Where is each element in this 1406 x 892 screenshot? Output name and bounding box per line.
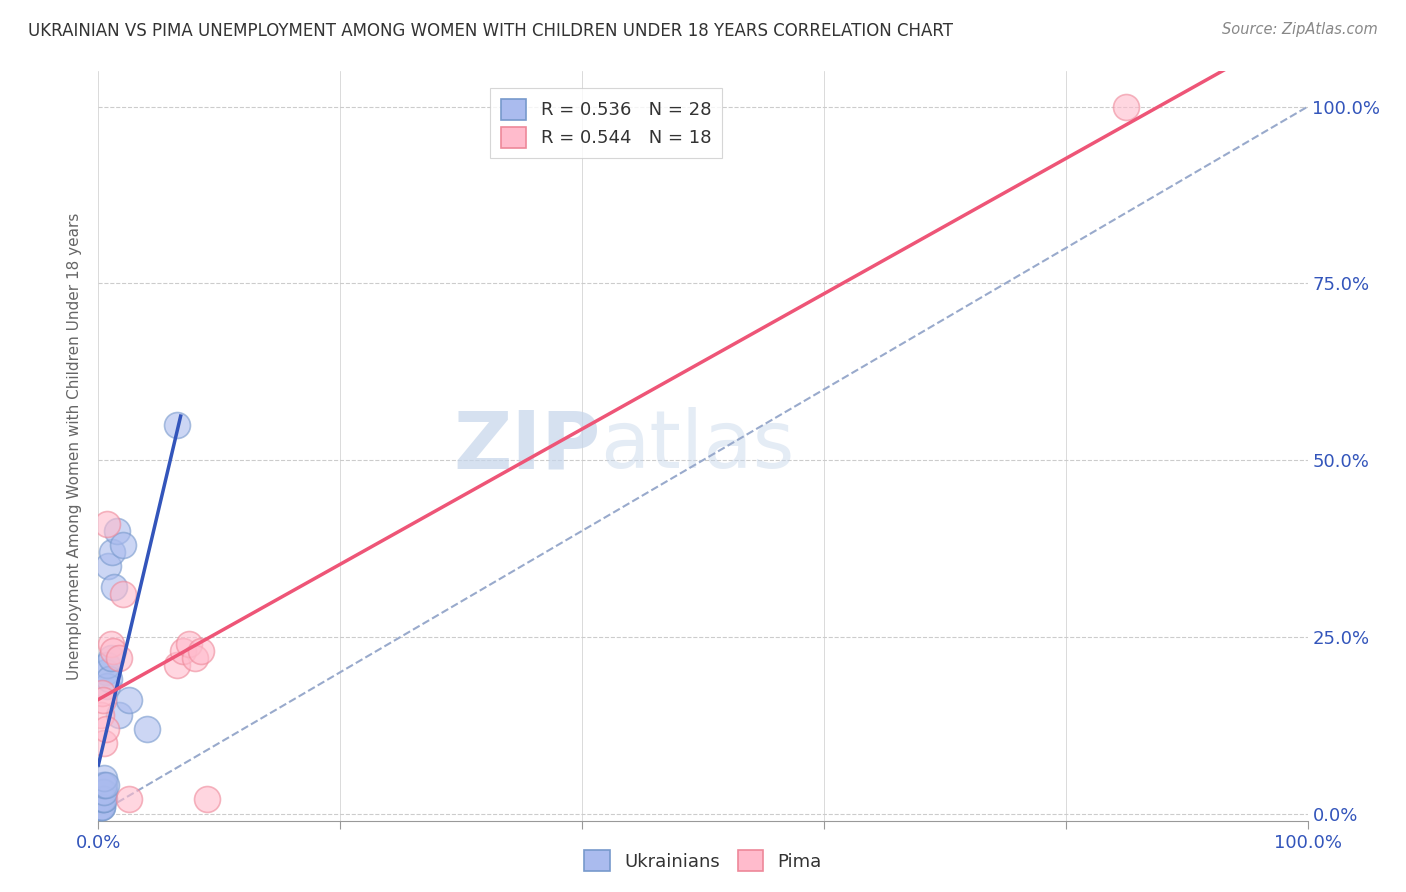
Point xyxy=(91,785,114,799)
Point xyxy=(91,693,114,707)
Point xyxy=(90,792,112,806)
Point xyxy=(94,665,117,680)
Point xyxy=(111,538,134,552)
Point xyxy=(96,658,118,673)
Point xyxy=(184,651,207,665)
Point xyxy=(91,799,114,814)
Text: ZIP: ZIP xyxy=(453,407,600,485)
Point xyxy=(93,778,115,792)
Point xyxy=(94,722,117,736)
Point xyxy=(97,559,120,574)
Point xyxy=(89,799,111,814)
Point xyxy=(96,679,118,693)
Legend: R = 0.536   N = 28, R = 0.544   N = 18: R = 0.536 N = 28, R = 0.544 N = 18 xyxy=(491,88,723,159)
Point xyxy=(190,644,212,658)
Legend: Ukrainians, Pima: Ukrainians, Pima xyxy=(576,843,830,879)
Point xyxy=(91,799,114,814)
Point xyxy=(135,722,157,736)
Text: atlas: atlas xyxy=(600,407,794,485)
Point xyxy=(105,524,128,538)
Point xyxy=(108,707,131,722)
Point xyxy=(118,792,141,806)
Point xyxy=(96,516,118,531)
Point xyxy=(93,792,115,806)
Point xyxy=(103,580,125,594)
Point xyxy=(91,792,114,806)
Point xyxy=(90,707,112,722)
Point xyxy=(91,792,114,806)
Point xyxy=(91,778,114,792)
Text: UKRAINIAN VS PIMA UNEMPLOYMENT AMONG WOMEN WITH CHILDREN UNDER 18 YEARS CORRELAT: UKRAINIAN VS PIMA UNEMPLOYMENT AMONG WOM… xyxy=(28,22,953,40)
Point xyxy=(195,792,218,806)
Point xyxy=(118,693,141,707)
Point xyxy=(94,778,117,792)
Point xyxy=(101,644,124,658)
Point xyxy=(98,673,121,687)
Point xyxy=(91,686,114,700)
Point xyxy=(93,771,115,785)
Point xyxy=(166,417,188,432)
Point xyxy=(100,545,122,559)
Point xyxy=(100,637,122,651)
Y-axis label: Unemployment Among Women with Children Under 18 years: Unemployment Among Women with Children U… xyxy=(67,212,83,680)
Point xyxy=(172,644,194,658)
Point xyxy=(1115,100,1137,114)
Point xyxy=(90,799,112,814)
Point xyxy=(93,736,115,750)
Point xyxy=(108,651,131,665)
Point xyxy=(111,587,134,601)
Point xyxy=(93,785,115,799)
Point xyxy=(100,651,122,665)
Point xyxy=(179,637,201,651)
Text: Source: ZipAtlas.com: Source: ZipAtlas.com xyxy=(1222,22,1378,37)
Point xyxy=(166,658,188,673)
